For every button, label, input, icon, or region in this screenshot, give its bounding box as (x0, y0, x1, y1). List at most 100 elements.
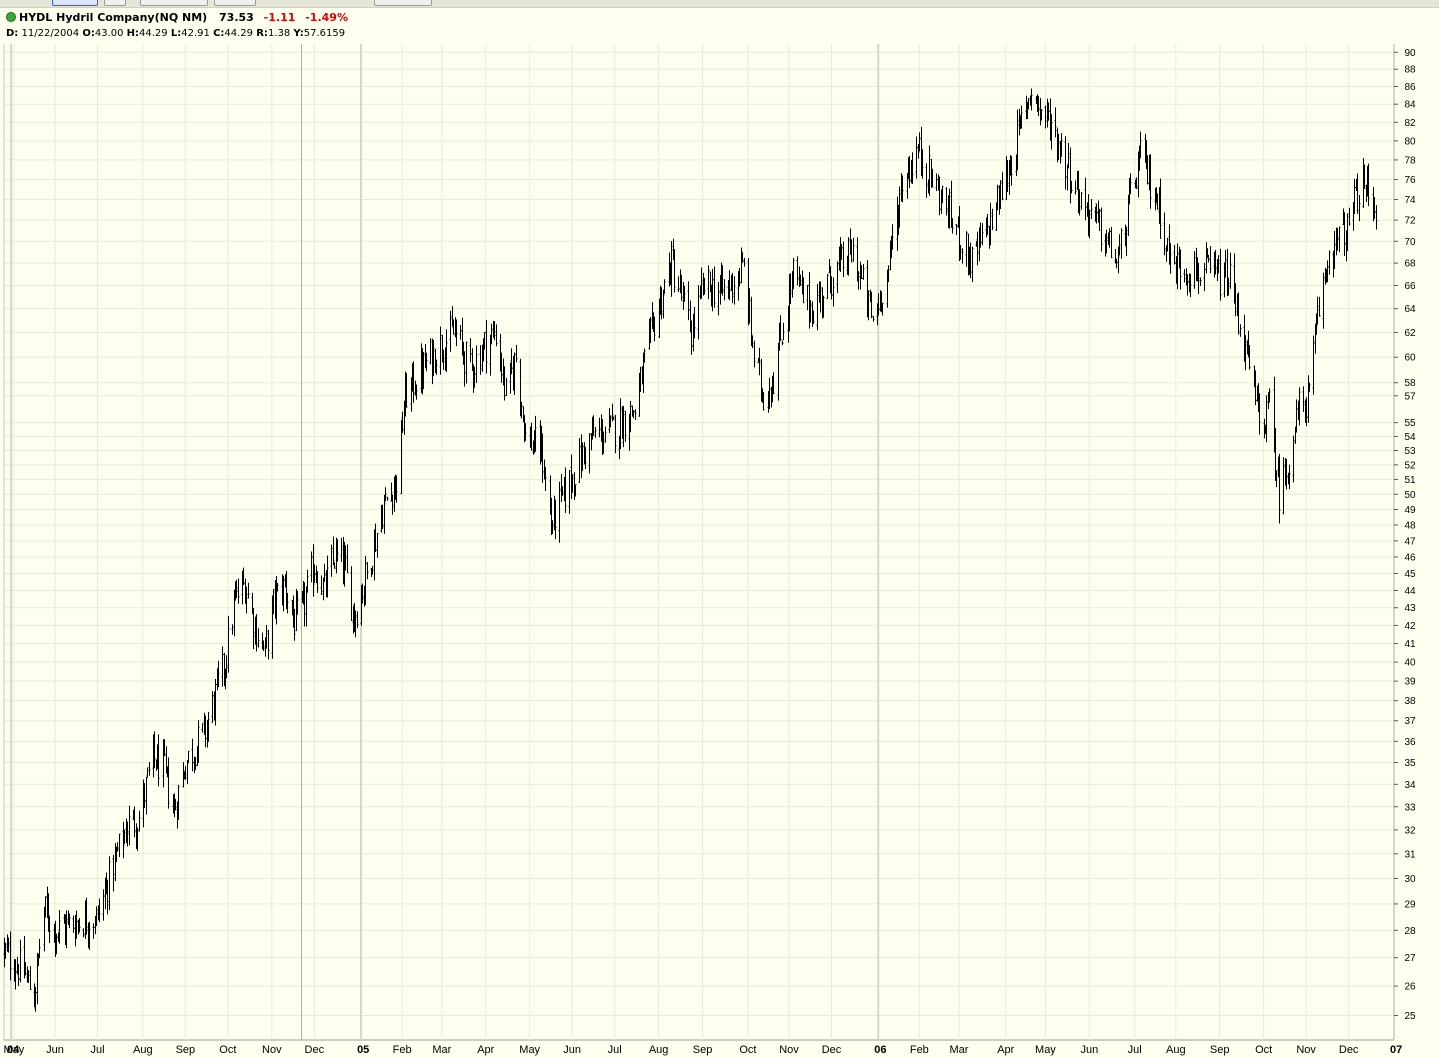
ohlc-bar (197, 720, 200, 764)
toolbar-button[interactable] (104, 0, 126, 6)
toolbar-button[interactable] (214, 0, 256, 6)
ohlc-bar (1189, 273, 1192, 298)
toolbar-period-button[interactable] (52, 0, 98, 6)
ohlc-bar (320, 575, 323, 595)
x-tick-label: May (1035, 1044, 1056, 1056)
ohlc-bar (588, 433, 591, 474)
ohlc-bar (163, 738, 166, 757)
ohlc-bar (1146, 155, 1149, 185)
y-tick-label: 44 (1404, 586, 1416, 597)
ohlc-bar (515, 344, 518, 363)
ohlc-bar (811, 301, 814, 327)
y-tick-label: 78 (1404, 155, 1416, 166)
ohlc-bar (772, 372, 775, 395)
range-label: R: (256, 28, 268, 39)
toolbar-dropdown[interactable] (140, 0, 208, 6)
y-tick-label: 72 (1404, 216, 1416, 227)
ohlc-bar (227, 615, 230, 673)
ohlc-bar (316, 571, 319, 593)
ohlc-bar (743, 257, 746, 267)
ohlc-bar (1044, 105, 1047, 129)
x-tick-label: Aug (649, 1044, 669, 1056)
y-tick-label: 33 (1404, 802, 1416, 813)
y-tick-label: 31 (1404, 849, 1416, 860)
x-tick-label: Mar (950, 1044, 969, 1056)
ohlc-bar (1295, 399, 1298, 433)
ohlc-bar (1129, 173, 1132, 195)
ohlc-bar (520, 401, 523, 419)
ohlc-bar (495, 324, 498, 347)
ohlc-bar (1176, 243, 1179, 290)
ohlc-bar (1275, 470, 1278, 488)
ohlc-bar (782, 322, 785, 341)
ohlc-bar (82, 928, 85, 938)
ohlc-bar (174, 798, 177, 811)
ohlc-bar (653, 316, 656, 342)
toolbar-close-button[interactable] (374, 0, 432, 6)
x-tick-label: 07 (1390, 1044, 1402, 1056)
ohlc-bar (728, 270, 731, 301)
ohlc-bar (660, 287, 663, 320)
ohlc-bar (971, 246, 974, 282)
ohlc-bar (1010, 156, 1013, 186)
ohlc-bar (670, 240, 673, 297)
ohlc-bar (1292, 435, 1295, 483)
x-tick-label: Apr (477, 1044, 494, 1056)
ohlc-bar (282, 575, 285, 612)
open-value: 43.00 (94, 28, 124, 39)
ohlc-bar (857, 271, 860, 290)
ohlc-bar (1333, 231, 1336, 270)
ohlc-bar (632, 409, 635, 419)
ohlc-bar (979, 222, 982, 248)
ohlc-bar (991, 208, 994, 231)
ohlc-bar (157, 734, 160, 787)
ohlc-bar (361, 583, 364, 604)
ohlc-bar (1078, 189, 1081, 216)
ohlc-bar (847, 237, 850, 276)
ohlc-bar (673, 248, 676, 293)
low-value: 42.91 (181, 28, 210, 39)
y-tick-label: 64 (1404, 304, 1416, 315)
y-tick-label: 82 (1404, 118, 1416, 129)
x-tick-label: Jul (90, 1044, 104, 1056)
ohlc-bar (1069, 147, 1072, 204)
ohlc-bar (649, 316, 652, 344)
ohlc-bar (1203, 262, 1206, 292)
ohlc-bar (390, 482, 393, 502)
ohlc-bar (116, 842, 119, 852)
ohlc-bar (558, 481, 561, 543)
ohlc-bar (711, 268, 714, 312)
ohlc-bar (128, 805, 131, 846)
ohlc-bar (19, 939, 22, 983)
ohlc-bar (473, 366, 476, 388)
ohlc-bar (1159, 178, 1162, 240)
x-tick-label: Oct (219, 1044, 236, 1056)
ohlc-bar (296, 591, 299, 615)
ohlc-bar (92, 923, 95, 939)
ohlc-bar (639, 366, 642, 392)
ohlc-bar (594, 427, 597, 438)
ohlc-bar (1047, 102, 1050, 121)
ohlc-bar (544, 466, 547, 491)
ohlc-bar (145, 776, 148, 815)
ohlc-bar (1057, 133, 1060, 161)
ohlc-bar (1100, 207, 1103, 252)
x-tick-label: Jun (563, 1044, 581, 1056)
ohlc-bar (303, 582, 306, 627)
ohlc-bar (906, 172, 909, 199)
y-tick-label: 88 (1404, 65, 1416, 76)
ohlc-bar (738, 267, 741, 287)
ohlc-bar (862, 264, 865, 280)
ohlc-bar (830, 276, 833, 300)
ohlc-bar (1193, 251, 1196, 289)
ohlc-bar (1149, 154, 1152, 209)
ohlc-bar (118, 833, 121, 857)
ohlc-bar (381, 504, 384, 530)
ohlc-bar (354, 610, 357, 638)
ohlc-bar (265, 625, 268, 649)
ohlc-bar (619, 398, 622, 450)
x-tick-label: 04 (7, 1044, 20, 1056)
ohlc-bar (1117, 246, 1120, 274)
ohlc-bar (609, 415, 612, 428)
